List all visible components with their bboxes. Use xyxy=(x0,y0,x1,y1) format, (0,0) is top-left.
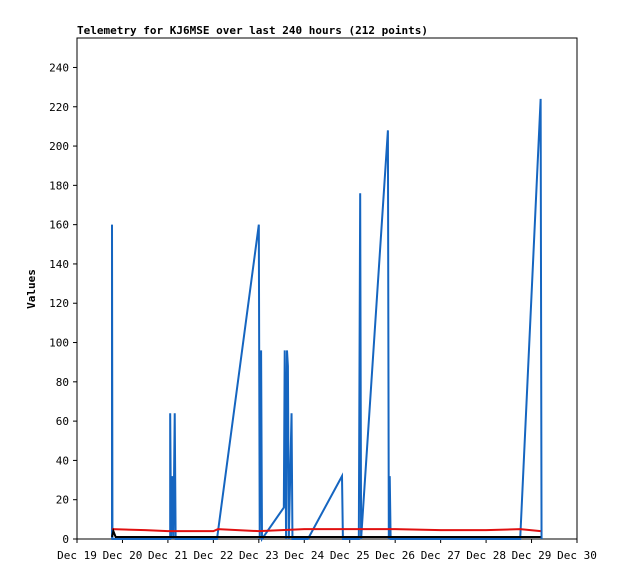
y-tick-label: 180 xyxy=(49,179,69,192)
x-tick-label: Dec 23 xyxy=(239,549,279,562)
series-line xyxy=(111,527,541,539)
x-tick-label: Dec 28 xyxy=(466,549,506,562)
y-tick-label: 240 xyxy=(49,61,69,74)
x-tick-label: Dec 21 xyxy=(148,549,188,562)
series-line xyxy=(111,98,543,543)
y-tick-label: 0 xyxy=(62,533,69,546)
y-tick-label: 160 xyxy=(49,219,69,232)
x-tick-label: Dec 30 xyxy=(557,549,597,562)
x-tick-label: Dec 24 xyxy=(284,549,324,562)
x-tick-label: Dec 26 xyxy=(375,549,415,562)
y-tick-label: 220 xyxy=(49,101,69,114)
y-tick-label: 40 xyxy=(56,454,69,467)
y-axis-label: Values xyxy=(25,269,38,309)
chart-title: Telemetry for KJ6MSE over last 240 hours… xyxy=(77,24,428,37)
x-tick-label: Dec 25 xyxy=(330,549,370,562)
plot-area xyxy=(76,37,578,540)
x-tick-label: Dec 29 xyxy=(512,549,552,562)
y-tick-label: 100 xyxy=(49,337,69,350)
y-tick-label: 140 xyxy=(49,258,69,271)
x-tick-label: Dec 20 xyxy=(103,549,143,562)
y-tick-label: 200 xyxy=(49,140,69,153)
y-tick-label: 80 xyxy=(56,376,69,389)
x-tick-label: Dec 22 xyxy=(193,549,233,562)
y-tick-label: 120 xyxy=(49,297,69,310)
x-tick-label: Dec 19 xyxy=(57,549,97,562)
y-tick-label: 20 xyxy=(56,494,69,507)
y-tick-label: 60 xyxy=(56,415,69,428)
x-tick-label: Dec 27 xyxy=(421,549,461,562)
series-line xyxy=(111,528,541,533)
